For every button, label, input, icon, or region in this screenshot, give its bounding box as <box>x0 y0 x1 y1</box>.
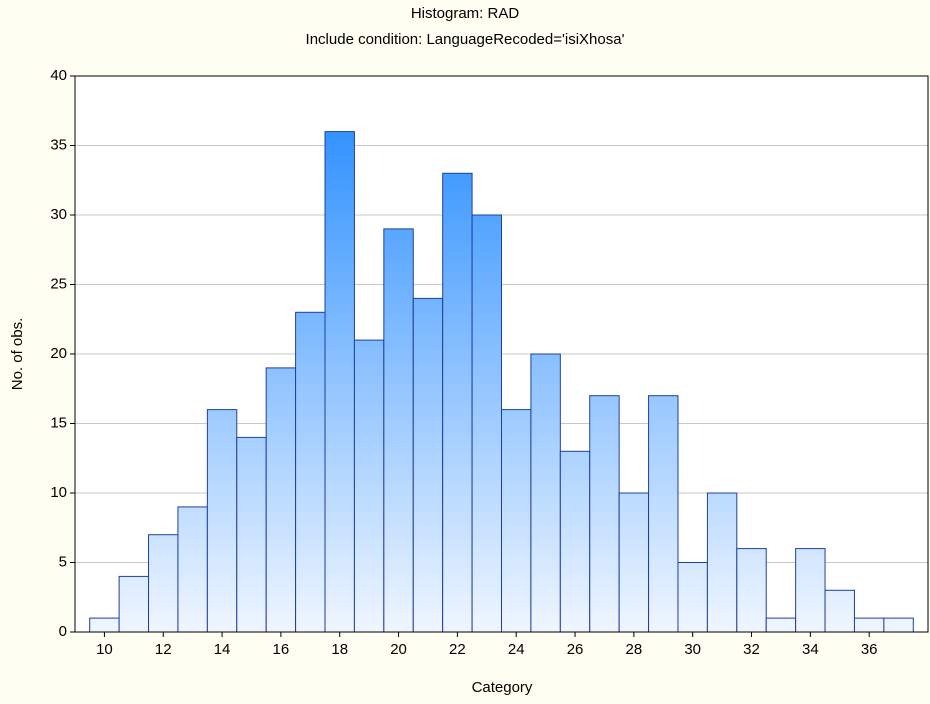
bar <box>177 506 208 633</box>
x-tick-label: 24 <box>508 641 525 658</box>
x-tick-label: 30 <box>684 641 701 658</box>
x-tick-label: 26 <box>567 641 584 658</box>
bar <box>706 492 738 633</box>
x-tick-label: 18 <box>331 641 348 658</box>
bar <box>412 297 444 633</box>
bar <box>471 214 503 633</box>
bar <box>353 339 385 633</box>
x-tick-label: 10 <box>96 641 113 658</box>
bar <box>883 617 914 633</box>
x-tick-label: 32 <box>743 641 760 658</box>
bar <box>853 617 885 633</box>
y-tick-label: 10 <box>50 484 67 501</box>
x-tick-label: 14 <box>214 641 231 658</box>
bar <box>795 548 826 633</box>
plot: 0 5 10 15 20 25 30 35 40 10 12 14 16 18 20 22 24 26 28 30 32… <box>50 67 929 658</box>
bar <box>89 617 120 633</box>
y-tick-label: 5 <box>59 553 67 570</box>
bar <box>677 562 708 633</box>
x-tick-label: 28 <box>626 641 643 658</box>
y-tick-label: 40 <box>50 67 67 84</box>
bar <box>765 617 797 633</box>
bar <box>589 395 620 633</box>
y-tick-label: 0 <box>59 623 67 640</box>
chart-subtitle: Include condition: LanguageRecoded='isiX… <box>306 31 625 48</box>
bar <box>324 131 355 633</box>
y-tick-label: 15 <box>50 414 67 431</box>
bar <box>530 353 561 633</box>
bar <box>736 548 767 633</box>
bar <box>148 534 179 633</box>
bar <box>648 395 679 633</box>
x-axis-label: Category <box>472 679 533 696</box>
y-tick-label: 30 <box>50 206 67 223</box>
bar <box>295 311 326 633</box>
y-tick-label: 25 <box>50 275 67 292</box>
plot-frame <box>74 75 929 633</box>
x-tick-label: 16 <box>273 641 290 658</box>
y-tick-label: 35 <box>50 136 67 153</box>
bar <box>559 450 591 633</box>
bar <box>206 409 238 633</box>
bar <box>265 367 297 633</box>
x-tick-label: 34 <box>802 641 819 658</box>
y-tick-label: 20 <box>50 345 67 362</box>
y-axis-label: No. of obs. <box>9 318 26 391</box>
bar <box>442 172 473 633</box>
x-tick-label: 36 <box>861 641 878 658</box>
x-tick-label: 22 <box>449 641 466 658</box>
x-tick-label: 20 <box>390 641 407 658</box>
bar <box>118 575 150 633</box>
bar <box>383 228 414 633</box>
bar <box>236 436 267 633</box>
bar <box>824 589 855 633</box>
bar <box>618 492 650 633</box>
x-tick-label: 12 <box>155 641 172 658</box>
chart-title: Histogram: RAD <box>411 5 520 22</box>
bar <box>501 409 532 633</box>
